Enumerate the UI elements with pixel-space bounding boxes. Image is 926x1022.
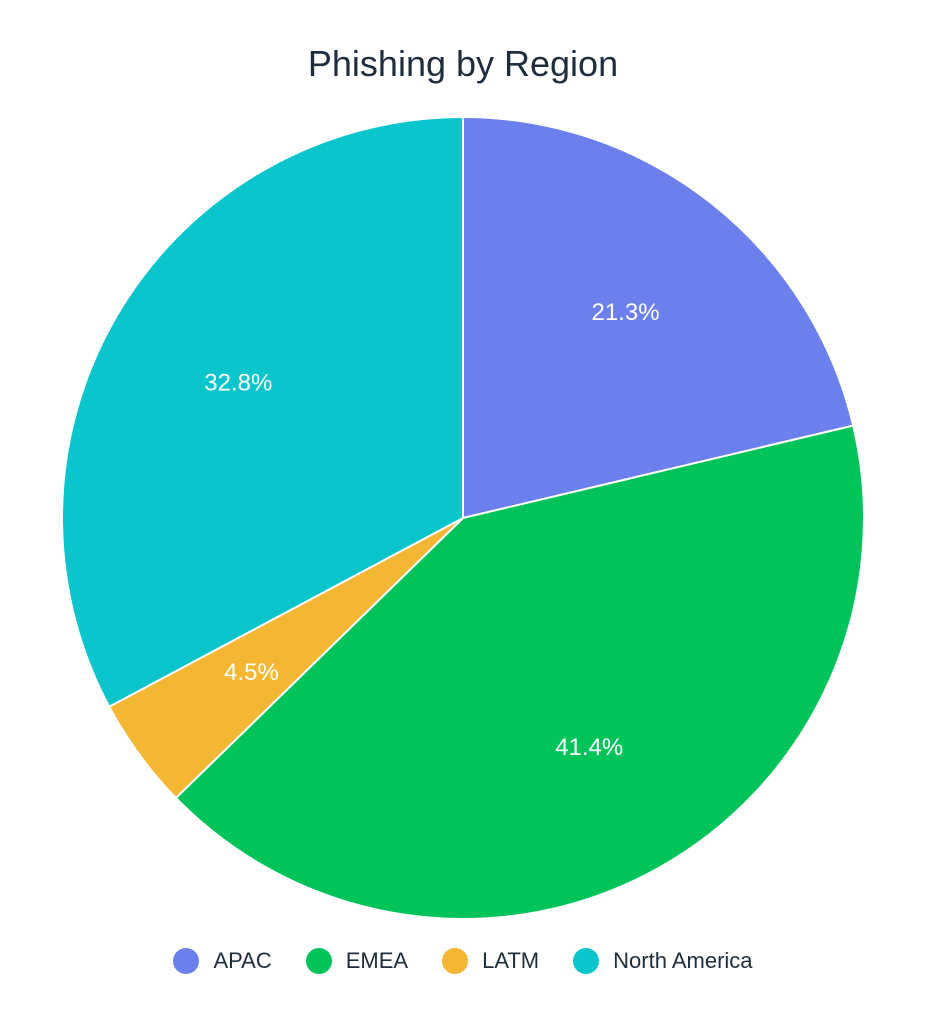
slice-label-north-america: 32.8% [204, 370, 272, 397]
legend: APAC EMEA LATM North America [0, 948, 926, 974]
pie-chart: 21.3% 41.4% 4.5% 32.8% [61, 115, 865, 920]
slice-label-emea: 41.4% [555, 734, 623, 761]
legend-item-north-america[interactable]: North America [573, 948, 753, 974]
chart-title: Phishing by Region [307, 43, 619, 84]
legend-label-apac: APAC [213, 948, 272, 973]
pie-labels: 21.3% 41.4% 4.5% 32.8% [204, 299, 659, 761]
legend-label-latm: LATM [482, 948, 540, 973]
slice-label-latm: 4.5% [224, 659, 279, 686]
legend-item-latm[interactable]: LATM [442, 948, 539, 974]
legend-swatch-apac [173, 948, 200, 974]
pie-slice-apac[interactable] [462, 115, 855, 520]
legend-item-emea[interactable]: EMEA [305, 948, 409, 974]
legend-swatch-latm [442, 948, 469, 974]
legend-item-apac[interactable]: APAC [173, 948, 272, 974]
legend-swatch-emea [305, 948, 332, 974]
legend-label-north-america: North America [613, 948, 753, 973]
pie-slices [61, 115, 865, 920]
legend-label-emea: EMEA [345, 948, 409, 973]
pie-slice-north-america[interactable] [61, 115, 464, 709]
legend-swatch-north-america [573, 948, 600, 974]
slice-label-apac: 21.3% [591, 299, 659, 326]
pie-slice-emea[interactable] [174, 424, 865, 920]
